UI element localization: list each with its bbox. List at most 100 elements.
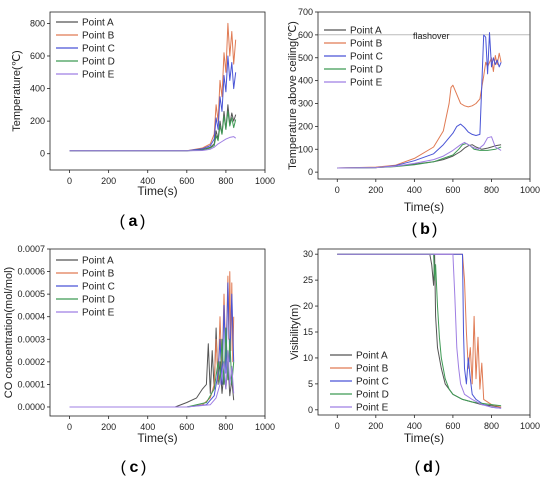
legend: Point A Point B Point C Point D Point E [56, 18, 115, 81]
series-line-point-d [337, 253, 502, 407]
y-tick-label: 5 [308, 379, 313, 389]
legend-label: Point E [350, 78, 383, 89]
series-line-point-b [337, 253, 502, 408]
y-tick-label: 0 [40, 149, 45, 159]
y-tick-label: 0 [308, 167, 313, 177]
x-tick-label: 200 [101, 176, 116, 186]
svg-text:(: ( [120, 213, 126, 230]
y-tick-label: 0.0005 [17, 289, 45, 299]
x-tick-label: 0 [67, 422, 72, 432]
x-axis-label: Time(s) [404, 200, 444, 214]
svg-text:d: d [423, 459, 433, 476]
y-axis-label: Temperature(℃) [11, 50, 23, 131]
panel-label-d: ( d ) [415, 459, 441, 476]
x-tick-label: 200 [368, 185, 383, 195]
x-tick-label: 600 [179, 422, 194, 432]
legend-label: Point E [356, 403, 389, 414]
x-tick-label: 1000 [520, 421, 540, 431]
flashover-annotation: flashover [413, 31, 450, 41]
y-tick-label: 0.0003 [17, 334, 45, 344]
svg-text:(: ( [121, 459, 127, 476]
y-tick-label: 600 [30, 51, 45, 61]
legend: Point A Point B Point C Point D Point E [330, 351, 389, 414]
legend: Point A Point B Point C Point D Point E [324, 26, 383, 89]
series-line-point-e [337, 253, 502, 409]
svg-text:(: ( [415, 459, 421, 476]
x-axis-label: Time(s) [137, 184, 177, 198]
y-tick-label: 700 [298, 7, 313, 17]
y-tick-label: 400 [298, 76, 313, 86]
y-tick-label: 10 [303, 353, 313, 363]
legend: Point A Point B Point C Point D Point E [56, 256, 115, 319]
x-tick-label: 400 [407, 185, 422, 195]
legend-label: Point B [82, 31, 115, 42]
legend-label: Point D [356, 390, 389, 401]
plot-frame [49, 11, 266, 171]
series-line-point-b [337, 52, 502, 169]
y-tick-label: 0.0002 [17, 357, 45, 367]
y-tick-label: 200 [298, 121, 313, 131]
chart-panel-1: 0 200 400 600 800 1000 0 200 400 600 800 Time(s) Tem… [11, 11, 275, 198]
series-line-point-d [337, 143, 502, 169]
y-tick-label: 25 [303, 275, 313, 285]
svg-text:): ) [141, 459, 146, 476]
y-axis-label: Temperature above ceiling(℃) [287, 21, 299, 170]
plot-frame [317, 11, 531, 180]
legend-label: Point B [82, 269, 115, 280]
legend-label: Point E [82, 308, 115, 319]
panel-label-c: ( c ) [121, 459, 147, 476]
x-tick-label: 200 [101, 422, 116, 432]
series-line-point-d [69, 327, 235, 408]
series-line-point-c [69, 55, 237, 152]
svg-text:c: c [130, 459, 139, 476]
series-line-point-a [69, 327, 235, 408]
y-tick-label: 0.0000 [17, 402, 45, 412]
series-line-point-e [69, 136, 237, 152]
x-axis-label: Time(s) [137, 431, 177, 445]
x-tick-label: 400 [140, 176, 155, 186]
y-tick-label: 500 [298, 53, 313, 63]
legend-label: Point B [350, 39, 383, 50]
y-tick-label: 0.0006 [17, 267, 45, 277]
legend-label: Point D [82, 57, 115, 68]
x-tick-label: 0 [335, 421, 340, 431]
y-axis-label: Visibility(m) [289, 304, 301, 360]
x-tick-label: 200 [368, 421, 383, 431]
legend-label: Point A [356, 351, 388, 362]
chart-panel-3: 0 200 400 600 800 1000 0.0000 0.0001 0.0002 0.000… [3, 244, 275, 445]
legend-label: Point C [82, 44, 115, 55]
y-tick-label: 0.0004 [17, 312, 45, 322]
svg-text:): ) [140, 213, 145, 230]
legend-label: Point B [356, 364, 389, 375]
y-axis-label: CO concentration(mol/mol) [3, 267, 15, 398]
y-tick-label: 200 [30, 116, 45, 126]
x-tick-label: 800 [218, 422, 233, 432]
series-line-point-e [337, 136, 502, 169]
panel-label-b: ( b ) [412, 221, 438, 238]
y-tick-label: 100 [298, 144, 313, 154]
x-tick-label: 600 [445, 421, 460, 431]
x-tick-label: 400 [140, 422, 155, 432]
x-tick-label: 800 [484, 185, 499, 195]
y-tick-label: 20 [303, 301, 313, 311]
legend-label: Point D [350, 65, 383, 76]
legend-label: Point A [350, 26, 382, 37]
panel-label-a: ( a ) [120, 213, 146, 230]
series-line-point-a [69, 104, 237, 152]
series-line-point-c [337, 32, 502, 169]
x-tick-label: 800 [218, 176, 233, 186]
series-line-point-a [337, 144, 502, 169]
x-tick-label: 0 [67, 176, 72, 186]
series-line-point-d [69, 110, 237, 152]
legend-label: Point D [82, 295, 115, 306]
x-tick-label: 800 [484, 421, 499, 431]
legend-label: Point C [350, 52, 383, 63]
svg-text:): ) [435, 459, 440, 476]
y-tick-label: 0.0001 [17, 379, 45, 389]
series-line-point-a [337, 253, 502, 408]
legend-label: Point A [82, 18, 114, 29]
series-line-point-e [69, 350, 235, 408]
series-line-point-b [69, 22, 237, 152]
y-tick-label: 0.0007 [17, 244, 45, 254]
